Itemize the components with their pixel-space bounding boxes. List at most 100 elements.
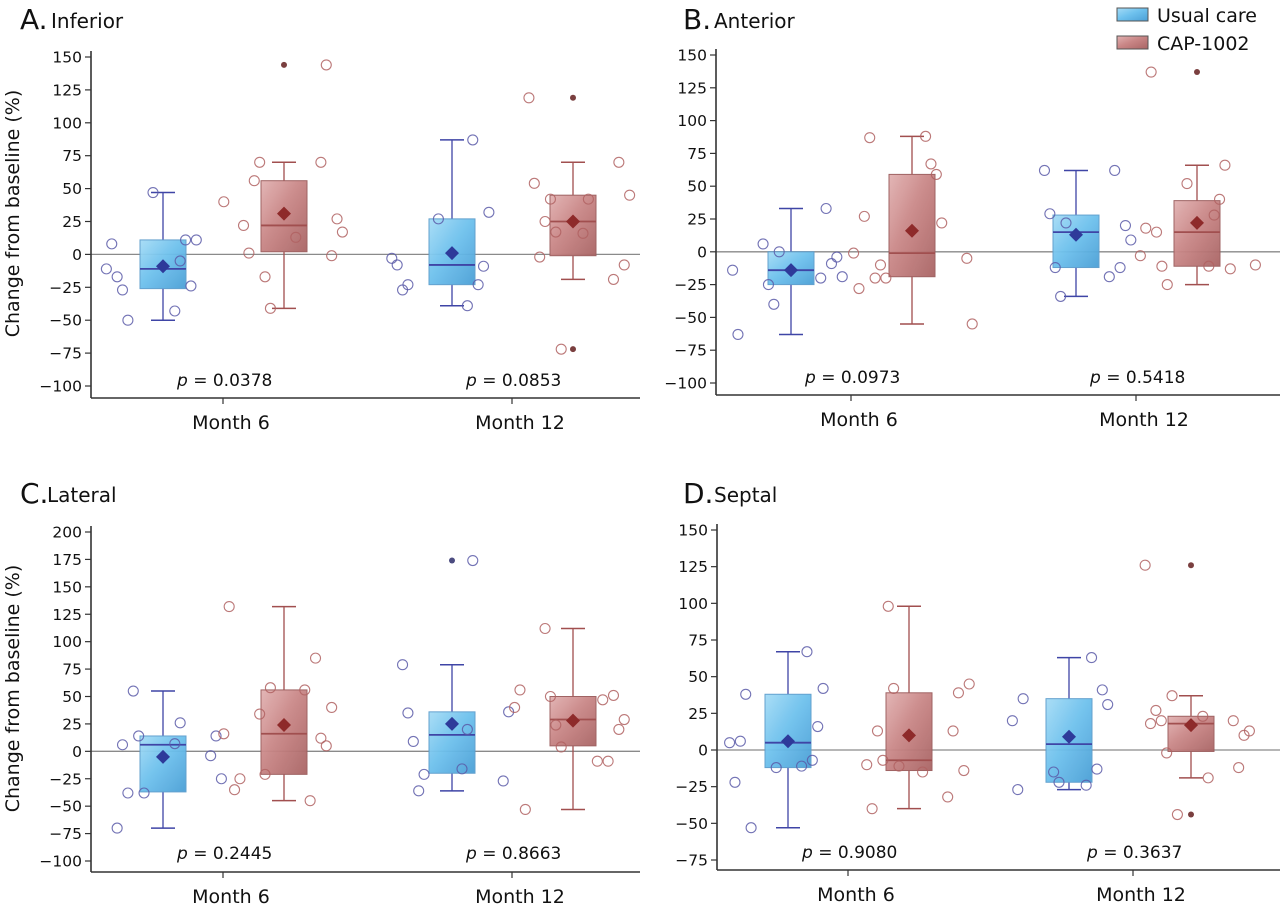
data-point xyxy=(888,682,900,694)
iqr-box xyxy=(549,194,597,257)
x-tick-label: Month 12 xyxy=(1096,884,1186,906)
box-usual-care-month-6 xyxy=(724,646,829,834)
x-tick-label: Month 12 xyxy=(475,886,565,907)
data-point xyxy=(555,343,567,355)
x-tick-label: Month 12 xyxy=(475,412,565,434)
data-point xyxy=(467,554,479,567)
y-tick-label: 0 xyxy=(697,243,707,261)
p-value: 0.0378 xyxy=(213,371,272,391)
p-value-label: p = 0.8663 xyxy=(465,844,561,864)
y-tick-label: −75 xyxy=(49,825,82,843)
box-usual-care-month-6 xyxy=(100,186,202,326)
data-point xyxy=(555,741,567,753)
data-point xyxy=(1214,193,1226,205)
data-point xyxy=(861,759,873,771)
iqr-box xyxy=(260,689,308,775)
mean-marker xyxy=(445,716,459,731)
y-tick-label: −25 xyxy=(49,770,82,788)
data-point xyxy=(768,298,780,310)
data-point xyxy=(467,134,479,146)
data-point xyxy=(169,738,181,750)
mean-marker xyxy=(1069,227,1083,242)
data-point xyxy=(877,754,889,766)
data-point xyxy=(874,259,887,271)
data-point xyxy=(1161,279,1173,291)
data-point xyxy=(229,784,241,796)
data-point xyxy=(544,690,556,703)
y-tick-label: 50 xyxy=(62,180,82,198)
y-tick-label: −100 xyxy=(664,375,707,393)
iqr-box xyxy=(1173,200,1221,267)
data-point xyxy=(1053,776,1065,788)
y-tick-label: 100 xyxy=(677,112,707,130)
data-point xyxy=(514,684,526,696)
mean-marker xyxy=(1184,718,1198,733)
data-point xyxy=(111,271,123,283)
y-tick-label: 50 xyxy=(687,178,707,196)
data-point xyxy=(100,263,112,275)
data-point xyxy=(724,737,736,749)
data-point xyxy=(519,803,531,816)
box-cap-1002-month-12 xyxy=(1134,66,1261,291)
data-point xyxy=(1119,220,1131,232)
data-point xyxy=(1134,250,1146,262)
data-point xyxy=(456,763,468,775)
data-point xyxy=(858,210,870,222)
legend-label-usual-care: Usual care xyxy=(1157,5,1257,27)
data-point xyxy=(618,713,630,726)
data-point xyxy=(185,280,197,292)
data-point xyxy=(290,231,302,243)
mean-marker xyxy=(905,223,919,238)
data-point xyxy=(1012,784,1024,796)
p-value-label: p = 0.5418 xyxy=(1089,368,1185,388)
mean-marker xyxy=(156,259,170,274)
y-tick-label: −50 xyxy=(674,309,707,327)
data-point xyxy=(1166,690,1178,702)
y-tick-label: −75 xyxy=(49,345,82,363)
data-point xyxy=(528,177,540,189)
data-point xyxy=(577,227,589,239)
y-tick-label: 175 xyxy=(52,551,82,569)
data-point xyxy=(925,158,937,170)
mean-marker xyxy=(781,734,795,749)
data-point xyxy=(138,787,150,799)
data-point xyxy=(116,739,129,751)
data-point xyxy=(1086,652,1098,664)
data-point xyxy=(740,688,752,700)
p-value: 0.0853 xyxy=(502,371,561,391)
data-point xyxy=(773,246,785,258)
data-point xyxy=(127,685,139,697)
data-point xyxy=(309,652,322,664)
p-value-label: p = 0.3637 xyxy=(1086,843,1182,863)
data-point xyxy=(815,272,827,284)
p-value-label: p = 0.2445 xyxy=(176,844,272,864)
data-point xyxy=(917,766,929,778)
data-point xyxy=(1044,208,1056,220)
data-point xyxy=(582,193,594,205)
x-tick-label: Month 6 xyxy=(820,409,898,431)
p-value: 0.8663 xyxy=(502,844,561,864)
box-usual-care-month-12 xyxy=(397,554,515,797)
outlier-point xyxy=(281,61,287,68)
data-point xyxy=(299,684,311,696)
data-point xyxy=(254,156,266,168)
data-point xyxy=(402,279,414,291)
data-point xyxy=(264,302,276,314)
panel-inferior: A. Inferior Change from baseline (%) 150 125… xyxy=(2,3,640,434)
data-point xyxy=(607,273,620,285)
y-tick-label: 50 xyxy=(62,688,82,706)
data-point xyxy=(315,156,327,168)
outlier-point xyxy=(570,94,576,101)
y-tick-label: 100 xyxy=(52,633,82,651)
data-point xyxy=(613,723,625,735)
y-tick-label: 25 xyxy=(62,213,82,231)
data-point xyxy=(961,252,973,264)
data-point xyxy=(958,764,970,777)
data-point xyxy=(539,622,551,635)
data-point xyxy=(613,156,625,168)
data-point xyxy=(1125,234,1137,246)
y-tick-label: 125 xyxy=(678,558,708,576)
mean-marker xyxy=(566,713,580,728)
data-point xyxy=(147,186,159,199)
